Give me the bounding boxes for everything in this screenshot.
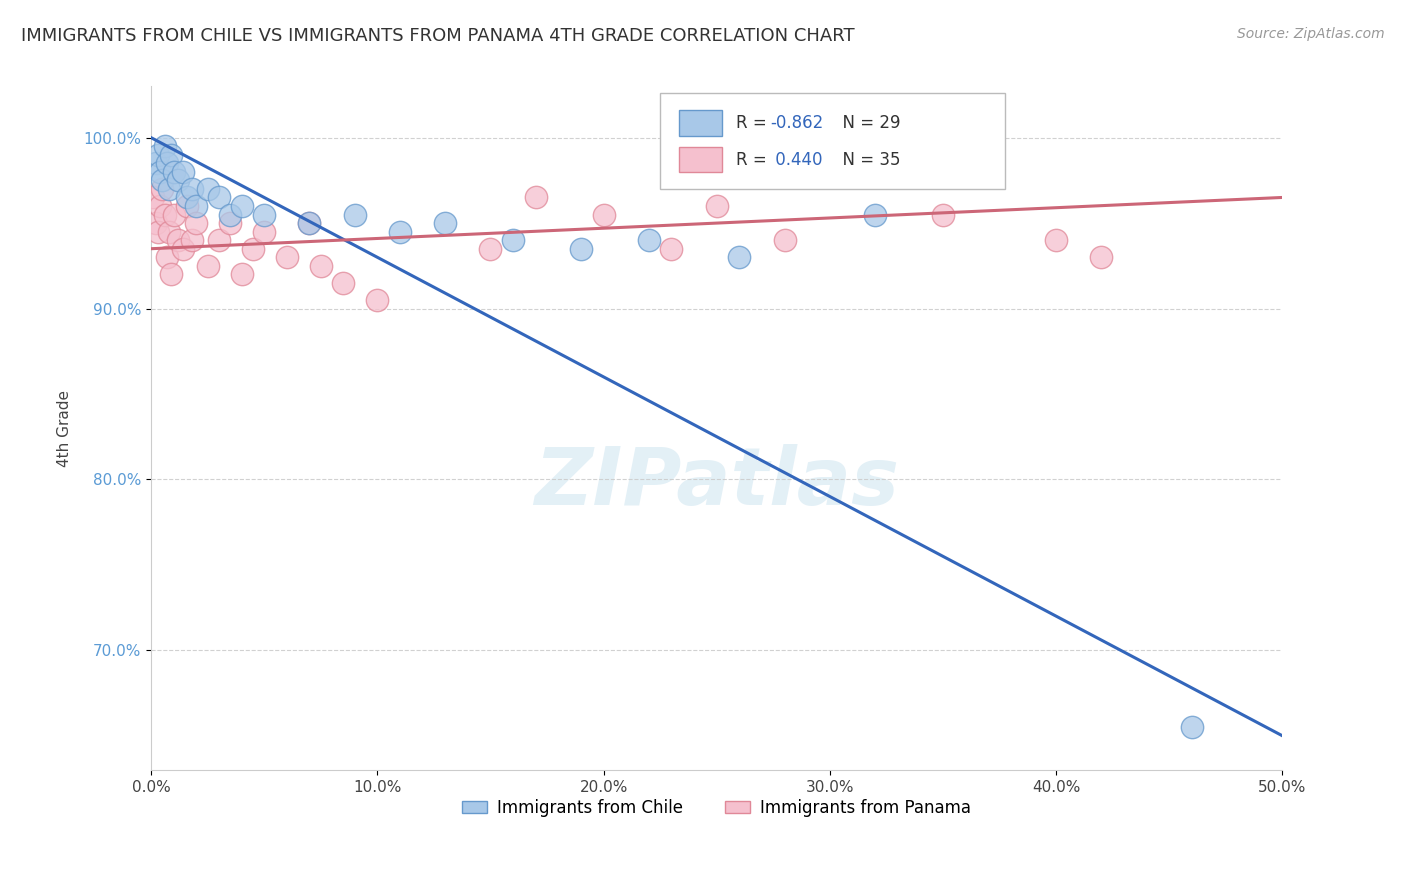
Point: [197, 259, 219, 273]
Text: N = 29: N = 29: [832, 113, 901, 132]
Point: [388, 225, 411, 239]
Text: ZIPatlas: ZIPatlas: [534, 444, 900, 522]
Text: -0.862: -0.862: [770, 113, 823, 132]
Point: [332, 276, 354, 290]
FancyBboxPatch shape: [679, 110, 723, 136]
Point: [434, 216, 457, 230]
Point: [149, 199, 172, 213]
Point: [231, 199, 253, 213]
Point: [167, 173, 190, 187]
Point: [186, 199, 208, 213]
Point: [163, 165, 186, 179]
Point: [343, 208, 366, 222]
Text: IMMIGRANTS FROM CHILE VS IMMIGRANTS FROM PANAMA 4TH GRADE CORRELATION CHART: IMMIGRANTS FROM CHILE VS IMMIGRANTS FROM…: [21, 27, 855, 45]
Point: [145, 156, 167, 170]
Point: [180, 182, 202, 196]
Point: [150, 182, 173, 196]
Point: [176, 199, 198, 213]
FancyBboxPatch shape: [679, 146, 723, 172]
Point: [172, 242, 194, 256]
Point: [157, 225, 180, 239]
Point: [163, 208, 186, 222]
Point: [637, 233, 659, 247]
Point: [661, 242, 683, 256]
Point: [366, 293, 388, 307]
Point: [231, 268, 253, 282]
Point: [479, 242, 502, 256]
Point: [146, 147, 169, 161]
Point: [208, 233, 231, 247]
Point: [728, 250, 751, 264]
Text: R =: R =: [735, 113, 772, 132]
Point: [146, 225, 169, 239]
Text: R =: R =: [735, 151, 772, 169]
Point: [569, 242, 592, 256]
Text: Source: ZipAtlas.com: Source: ZipAtlas.com: [1237, 27, 1385, 41]
Point: [150, 173, 173, 187]
Point: [142, 190, 165, 204]
Point: [186, 216, 208, 230]
Point: [276, 250, 298, 264]
Point: [502, 233, 524, 247]
Point: [153, 208, 176, 222]
Point: [1090, 250, 1112, 264]
Point: [863, 208, 886, 222]
Point: [242, 242, 264, 256]
Point: [145, 216, 167, 230]
Point: [1181, 720, 1204, 734]
Point: [167, 233, 190, 247]
Point: [153, 139, 176, 153]
Point: [197, 182, 219, 196]
Point: [253, 225, 276, 239]
Point: [253, 208, 276, 222]
Point: [706, 199, 728, 213]
Point: [160, 268, 183, 282]
Legend: Immigrants from Chile, Immigrants from Panama: Immigrants from Chile, Immigrants from P…: [456, 792, 977, 823]
Point: [176, 190, 198, 204]
Point: [298, 216, 321, 230]
Text: N = 35: N = 35: [832, 151, 901, 169]
Point: [160, 147, 183, 161]
Point: [157, 182, 180, 196]
Text: 0.440: 0.440: [770, 151, 823, 169]
Point: [208, 190, 231, 204]
Y-axis label: 4th Grade: 4th Grade: [58, 390, 72, 467]
Point: [524, 190, 547, 204]
Point: [172, 165, 194, 179]
FancyBboxPatch shape: [661, 93, 1005, 189]
Point: [932, 208, 955, 222]
Point: [180, 233, 202, 247]
Point: [592, 208, 614, 222]
Point: [773, 233, 796, 247]
Point: [156, 250, 179, 264]
Point: [309, 259, 332, 273]
Point: [1045, 233, 1067, 247]
Point: [219, 216, 242, 230]
Point: [219, 208, 242, 222]
Point: [149, 165, 172, 179]
Point: [298, 216, 321, 230]
Point: [156, 156, 179, 170]
